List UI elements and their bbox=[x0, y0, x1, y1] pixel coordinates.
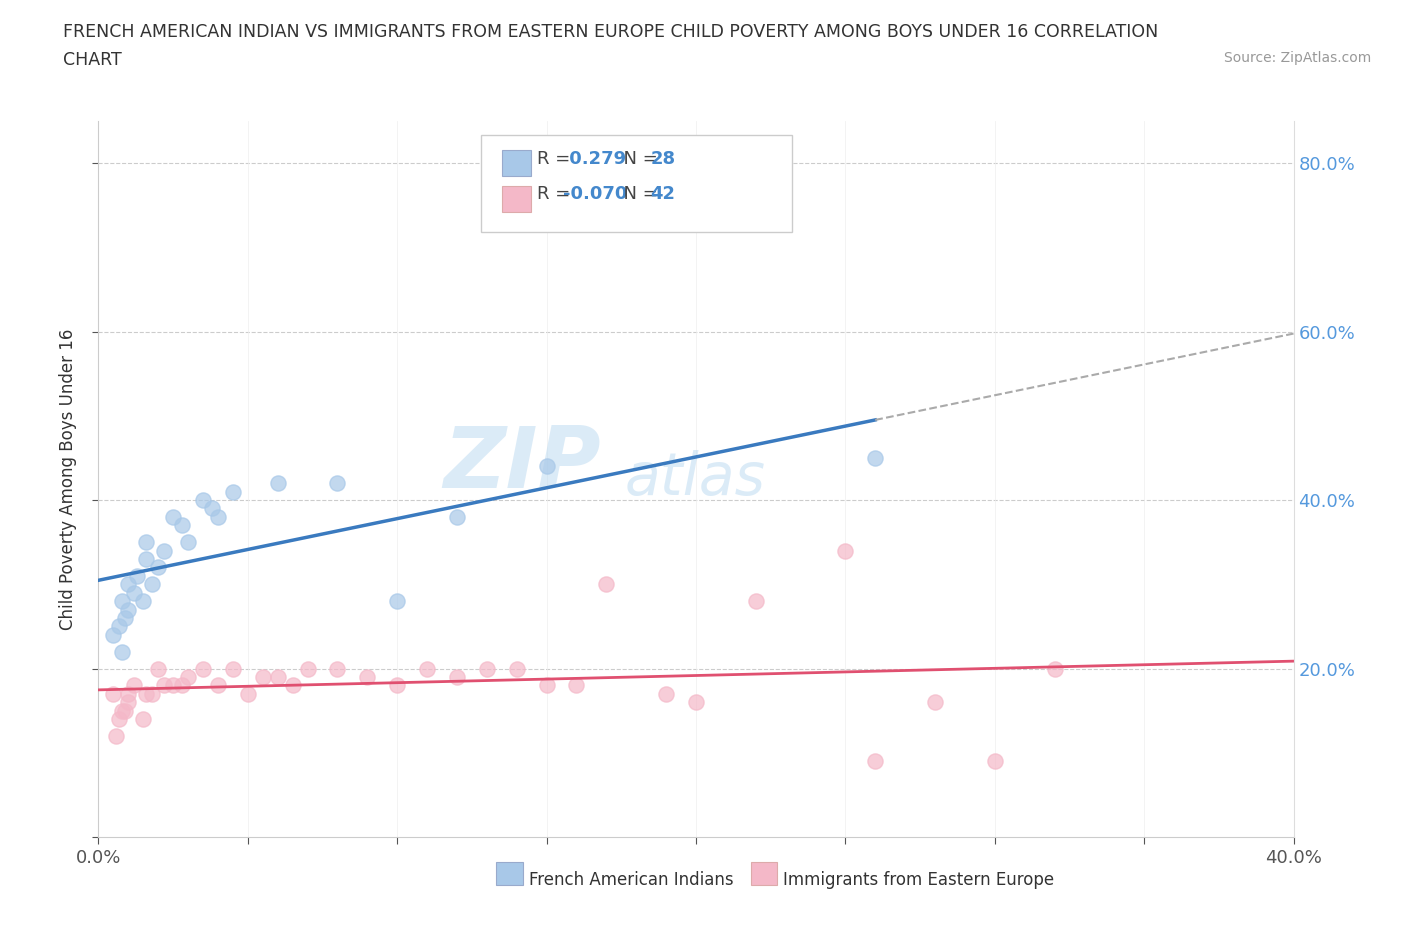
Point bbox=[207, 510, 229, 525]
Point bbox=[655, 686, 678, 701]
Point bbox=[124, 585, 146, 600]
Point bbox=[153, 543, 176, 558]
FancyBboxPatch shape bbox=[481, 135, 792, 232]
Point bbox=[114, 610, 136, 625]
FancyBboxPatch shape bbox=[502, 151, 531, 176]
Text: R =: R = bbox=[537, 185, 576, 204]
Point bbox=[745, 593, 768, 608]
Point bbox=[117, 602, 139, 617]
Point bbox=[356, 670, 378, 684]
FancyBboxPatch shape bbox=[496, 862, 523, 885]
Point bbox=[222, 485, 245, 499]
Point bbox=[536, 458, 558, 473]
Point bbox=[536, 678, 558, 693]
Point bbox=[267, 670, 290, 684]
Point bbox=[148, 560, 170, 575]
Point bbox=[565, 678, 588, 693]
Point bbox=[177, 535, 200, 550]
Point bbox=[162, 678, 184, 693]
Point bbox=[446, 510, 468, 525]
Text: atlas: atlas bbox=[624, 450, 765, 508]
Point bbox=[865, 450, 887, 465]
Point bbox=[127, 568, 149, 583]
Point bbox=[103, 686, 125, 701]
Point bbox=[191, 493, 214, 508]
Text: ZIP: ZIP bbox=[443, 423, 600, 506]
Point bbox=[1043, 661, 1066, 676]
Text: N =: N = bbox=[613, 150, 664, 167]
Point bbox=[103, 628, 125, 643]
Point bbox=[162, 510, 184, 525]
Text: Source: ZipAtlas.com: Source: ZipAtlas.com bbox=[1223, 51, 1371, 65]
Text: R =: R = bbox=[537, 150, 576, 167]
FancyBboxPatch shape bbox=[502, 186, 531, 212]
Y-axis label: Child Poverty Among Boys Under 16: Child Poverty Among Boys Under 16 bbox=[59, 328, 77, 630]
Point bbox=[281, 678, 304, 693]
Point bbox=[207, 678, 229, 693]
Point bbox=[475, 661, 498, 676]
Point bbox=[416, 661, 439, 676]
Text: 0.279: 0.279 bbox=[564, 150, 627, 167]
Point bbox=[834, 543, 856, 558]
Text: Immigrants from Eastern Europe: Immigrants from Eastern Europe bbox=[783, 871, 1054, 889]
Point bbox=[141, 577, 163, 591]
Point bbox=[984, 753, 1007, 768]
Text: French American Indians: French American Indians bbox=[529, 871, 734, 889]
Text: CHART: CHART bbox=[63, 51, 122, 69]
Point bbox=[446, 670, 468, 684]
Point bbox=[111, 593, 134, 608]
Point bbox=[385, 593, 409, 608]
Point bbox=[506, 661, 529, 676]
Point bbox=[924, 695, 946, 710]
Text: 42: 42 bbox=[651, 185, 675, 204]
Point bbox=[135, 535, 157, 550]
Point bbox=[105, 728, 128, 743]
Point bbox=[172, 518, 194, 533]
Point bbox=[153, 678, 176, 693]
Point bbox=[108, 619, 131, 634]
Point bbox=[236, 686, 259, 701]
Point bbox=[191, 661, 214, 676]
Point bbox=[108, 711, 131, 726]
Point bbox=[201, 501, 224, 516]
Text: -0.070: -0.070 bbox=[564, 185, 627, 204]
Point bbox=[297, 661, 319, 676]
Point bbox=[135, 686, 157, 701]
Point bbox=[148, 661, 170, 676]
Point bbox=[111, 644, 134, 659]
Point bbox=[117, 577, 139, 591]
Point bbox=[124, 678, 146, 693]
Point bbox=[135, 551, 157, 566]
Point bbox=[267, 476, 290, 491]
Point bbox=[252, 670, 274, 684]
Point bbox=[222, 661, 245, 676]
FancyBboxPatch shape bbox=[751, 862, 778, 885]
Text: FRENCH AMERICAN INDIAN VS IMMIGRANTS FROM EASTERN EUROPE CHILD POVERTY AMONG BOY: FRENCH AMERICAN INDIAN VS IMMIGRANTS FRO… bbox=[63, 23, 1159, 41]
Point bbox=[172, 678, 194, 693]
Point bbox=[141, 686, 163, 701]
Point bbox=[865, 753, 887, 768]
Point bbox=[117, 686, 139, 701]
Point bbox=[326, 661, 349, 676]
Point bbox=[117, 695, 139, 710]
Point bbox=[111, 703, 134, 718]
Point bbox=[132, 593, 155, 608]
Point bbox=[685, 695, 707, 710]
Text: 28: 28 bbox=[651, 150, 676, 167]
Text: N =: N = bbox=[613, 185, 664, 204]
Point bbox=[132, 711, 155, 726]
Point bbox=[326, 476, 349, 491]
Point bbox=[114, 703, 136, 718]
Point bbox=[595, 577, 617, 591]
Point bbox=[177, 670, 200, 684]
Point bbox=[385, 678, 409, 693]
